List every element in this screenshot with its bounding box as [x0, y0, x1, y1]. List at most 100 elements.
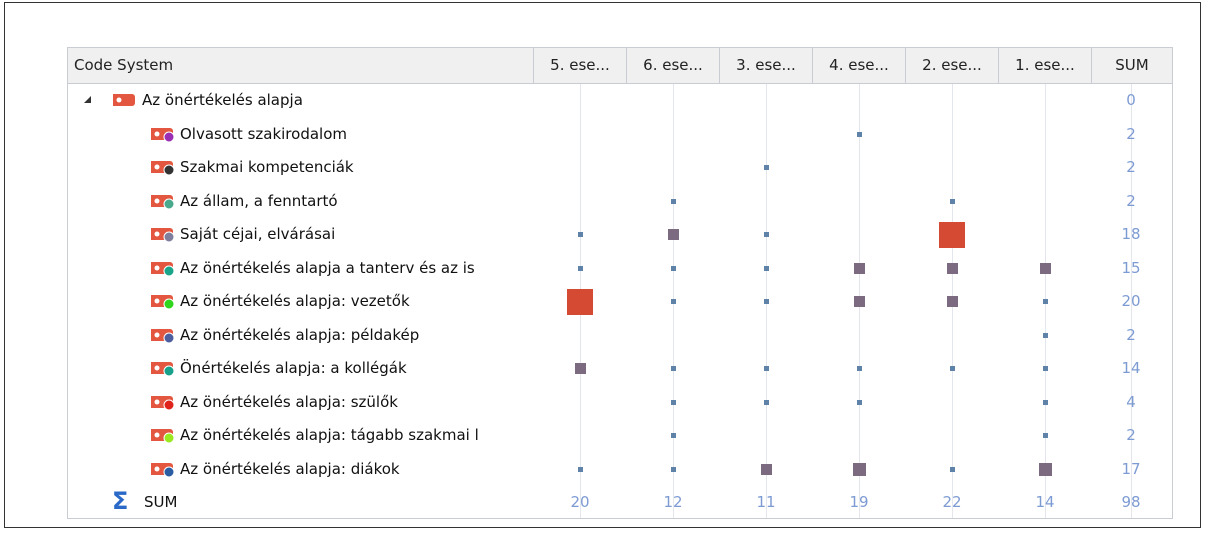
code-tag-icon [150, 259, 175, 276]
frequency-square[interactable] [670, 466, 676, 472]
frequency-square[interactable] [949, 466, 955, 472]
frequency-square[interactable] [1042, 366, 1048, 371]
frequency-square[interactable] [577, 466, 583, 472]
frequency-square[interactable] [1038, 462, 1052, 476]
header-col-2[interactable]: 6. ese... [626, 48, 719, 83]
code-label: Olvasott szakirodalom [180, 124, 347, 143]
frequency-square[interactable] [577, 265, 583, 271]
frequency-square[interactable] [856, 399, 862, 405]
frequency-square[interactable] [1039, 262, 1051, 274]
frequency-square[interactable] [763, 399, 769, 405]
code-tag-icon [150, 326, 175, 343]
code-label: Az önértékelés alapja a tanterv és az is [180, 258, 475, 277]
row-sum: 2 [1126, 426, 1136, 444]
frequency-square[interactable] [856, 366, 862, 371]
frequency-square[interactable] [670, 366, 676, 371]
code-row[interactable]: Az önértékelés alapja: szülők 4 [68, 386, 1172, 419]
frequency-square[interactable] [1042, 433, 1048, 438]
code-label: Önértékelés alapja: a kollégák [180, 359, 407, 377]
sigma-icon: Σ [112, 487, 129, 515]
code-label: Az önértékelés alapja: diákok [180, 459, 400, 478]
column-sum: 11 [756, 493, 776, 511]
code-tag-icon [150, 292, 175, 310]
code-row[interactable]: Szakmai kompetenciák 2 [68, 151, 1172, 184]
frequency-square[interactable] [670, 299, 676, 304]
header-col-4[interactable]: 4. ese... [812, 48, 905, 83]
frequency-square[interactable] [1042, 399, 1048, 405]
frequency-square[interactable] [763, 265, 769, 271]
sum-label: SUM [144, 493, 178, 511]
row-sum: 2 [1126, 325, 1136, 344]
column-sum: 14 [1035, 493, 1055, 511]
frequency-square[interactable] [577, 232, 583, 237]
code-label: Az önértékelés alapja: tágabb szakmai l [180, 426, 479, 444]
code-row[interactable]: Olvasott szakirodalom 2 [68, 118, 1172, 151]
header-code-system[interactable]: Code System [74, 56, 174, 74]
row-sum: 15 [1121, 258, 1141, 277]
row-sum: 2 [1126, 158, 1136, 176]
code-row[interactable]: Az önértékelés alapja: vezetők 20 [68, 285, 1172, 318]
row-sum: 17 [1121, 459, 1141, 478]
frequency-square[interactable] [667, 229, 679, 240]
code-tag-icon [150, 426, 175, 444]
frequency-square[interactable] [949, 366, 955, 371]
code-label: Szakmai kompetenciák [180, 158, 354, 176]
sum-row: Σ SUM 20 12 11 19 22 14 98 [68, 486, 1172, 519]
code-row[interactable]: Önértékelés alapja: a kollégák 14 [68, 352, 1172, 385]
frequency-square[interactable] [852, 462, 866, 476]
frequency-square[interactable] [856, 131, 862, 137]
frequency-square[interactable] [946, 262, 958, 274]
code-tag-icon [150, 460, 175, 477]
code-label: Az önértékelés alapja: szülők [180, 392, 398, 411]
frequency-square[interactable] [946, 296, 958, 307]
code-row-parent[interactable]: Az önértékelés alapja 0 [68, 84, 1172, 117]
header-sum[interactable]: SUM [1091, 48, 1172, 83]
row-sum: 4 [1126, 392, 1136, 411]
row-sum: 0 [1126, 91, 1136, 109]
collapse-triangle-icon[interactable] [84, 96, 91, 103]
code-label: Az állam, a fenntartó [180, 191, 338, 210]
code-tag-icon [150, 125, 175, 142]
frequency-square[interactable] [763, 366, 769, 371]
window-frame: Code System 5. ese... 6. ese... 3. ese..… [4, 2, 1201, 528]
code-tag-icon [150, 158, 175, 176]
header-col-3[interactable]: 3. ese... [719, 48, 812, 83]
row-sum: 18 [1121, 225, 1141, 243]
frequency-square[interactable] [763, 165, 769, 170]
frequency-square[interactable] [1042, 299, 1048, 304]
header-col-6[interactable]: 1. ese... [998, 48, 1091, 83]
header-col-1[interactable]: 5. ese... [533, 48, 626, 83]
frequency-square[interactable] [939, 221, 965, 248]
code-tag-icon [150, 225, 175, 243]
code-row[interactable]: Az önértékelés alapja: tágabb szakmai l 2 [68, 419, 1172, 452]
grand-total: 98 [1121, 493, 1141, 511]
code-matrix-grid: Code System 5. ese... 6. ese... 3. ese..… [67, 47, 1173, 519]
code-row[interactable]: Az önértékelés alapja: diákok 17 [68, 453, 1172, 486]
frequency-square[interactable] [763, 232, 769, 237]
frequency-square[interactable] [760, 463, 772, 475]
header-col-5[interactable]: 2. ese... [905, 48, 998, 83]
frequency-square[interactable] [574, 363, 586, 374]
column-sum: 22 [942, 493, 962, 511]
column-sum: 20 [570, 493, 590, 511]
row-sum: 20 [1121, 292, 1141, 310]
frequency-square[interactable] [949, 198, 955, 204]
frequency-square[interactable] [670, 265, 676, 271]
frequency-square[interactable] [853, 262, 865, 274]
frequency-square[interactable] [670, 433, 676, 438]
frequency-square[interactable] [567, 288, 593, 315]
code-label: Saját céjai, elvárásai [180, 225, 336, 243]
frequency-square[interactable] [1042, 332, 1048, 338]
frequency-square[interactable] [763, 299, 769, 304]
code-tag-icon [112, 91, 136, 107]
code-row[interactable]: Az állam, a fenntartó 2 [68, 185, 1172, 218]
code-label: Az önértékelés alapja: példakép [180, 325, 420, 344]
code-row[interactable]: Saját céjai, elvárásai 18 [68, 218, 1172, 251]
frequency-square[interactable] [670, 399, 676, 405]
frequency-square[interactable] [670, 198, 676, 204]
frequency-square[interactable] [853, 296, 865, 307]
code-row[interactable]: Az önértékelés alapja: példakép 2 [68, 319, 1172, 352]
column-sum: 12 [663, 493, 683, 511]
code-tag-icon [150, 393, 175, 410]
code-row[interactable]: Az önértékelés alapja a tanterv és az is… [68, 252, 1172, 285]
